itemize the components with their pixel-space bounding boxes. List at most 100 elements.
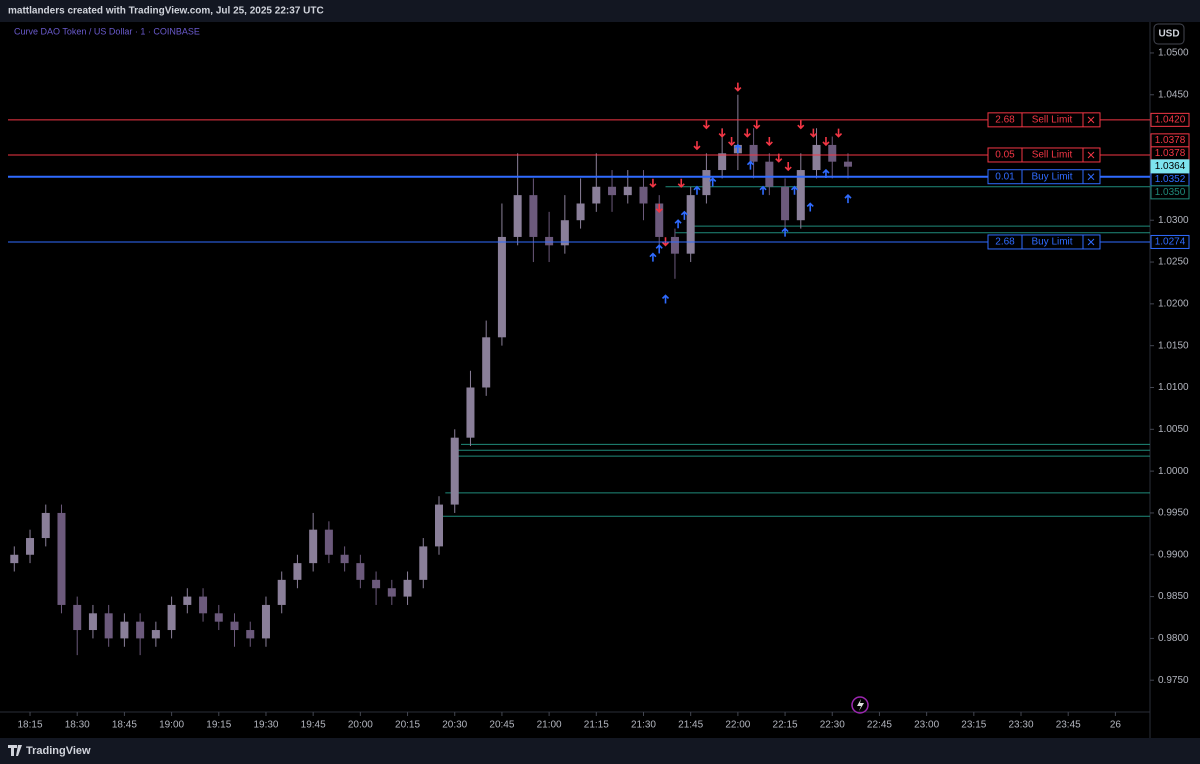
price-tag-label: 1.0274 xyxy=(1155,237,1186,248)
candle-body xyxy=(167,604,176,631)
order-cancel[interactable] xyxy=(1087,151,1095,159)
candle-body xyxy=(450,437,459,505)
candle-body xyxy=(670,236,679,254)
sell-marker xyxy=(677,178,685,188)
price-tag-label: 1.0350 xyxy=(1155,187,1186,198)
x-tick-label: 21:00 xyxy=(537,720,562,731)
sell-marker xyxy=(649,178,657,188)
candle-body xyxy=(529,195,538,237)
candle-body xyxy=(136,621,145,639)
order-cancel[interactable] xyxy=(1087,238,1095,246)
sell-marker xyxy=(734,82,742,92)
candle-body xyxy=(466,387,475,438)
x-tick-label: 22:45 xyxy=(867,720,892,731)
candle-body xyxy=(419,546,428,580)
x-tick-label: 21:30 xyxy=(631,720,656,731)
y-tick-label: 1.0100 xyxy=(1158,382,1189,393)
order-cancel[interactable] xyxy=(1087,173,1095,181)
sell-marker xyxy=(702,120,710,130)
x-tick-label: 21:15 xyxy=(584,720,609,731)
candle-body xyxy=(372,579,381,589)
candle-body xyxy=(749,144,758,162)
buy-marker xyxy=(790,185,799,195)
candle-body xyxy=(246,630,255,639)
candle-body xyxy=(199,596,208,614)
price-tag xyxy=(1150,185,1190,200)
candle-body xyxy=(41,512,50,539)
legend: Curve DAO Token / US Dollar · 1 · COINBA… xyxy=(14,26,200,36)
buy-marker xyxy=(709,177,717,187)
currency-button[interactable] xyxy=(1153,23,1185,45)
logo-icon xyxy=(8,745,22,756)
candle-body xyxy=(560,220,569,246)
x-tick-label: 23:45 xyxy=(1056,720,1081,731)
y-tick-label: 0.9850 xyxy=(1158,591,1189,602)
y-tick-label: 1.0300 xyxy=(1158,215,1189,226)
order-box[interactable] xyxy=(987,112,1101,128)
candle-body xyxy=(655,203,664,237)
candle-body xyxy=(702,170,711,196)
candle-body xyxy=(576,203,585,221)
candle-body xyxy=(120,621,129,639)
buy-marker xyxy=(844,193,852,204)
order-box[interactable] xyxy=(987,147,1101,163)
sell-marker xyxy=(834,128,843,138)
candle-body xyxy=(277,579,286,605)
candle-body xyxy=(10,554,19,564)
buy-marker xyxy=(781,227,789,237)
candle-body xyxy=(545,236,554,246)
price-tag xyxy=(1150,159,1190,174)
candle-body xyxy=(608,186,617,196)
y-tick-label: 0.9900 xyxy=(1158,549,1189,560)
price-tag xyxy=(1150,234,1190,249)
sell-marker xyxy=(718,128,726,138)
y-tick-label: 0.9950 xyxy=(1158,508,1189,519)
candle-body xyxy=(781,186,790,221)
candle-body xyxy=(639,186,648,204)
order-cancel[interactable] xyxy=(1087,116,1095,124)
candle-body xyxy=(324,529,333,555)
candle-body xyxy=(356,563,365,580)
candle-body xyxy=(26,538,35,555)
sell-marker xyxy=(809,128,817,138)
order-box[interactable] xyxy=(987,234,1101,250)
order-qty: 0.05 xyxy=(995,150,1015,161)
sell-marker xyxy=(784,162,792,172)
order-qty: 0.01 xyxy=(995,171,1015,182)
y-tick-label: 0.9800 xyxy=(1158,633,1189,644)
order-label: Sell Limit xyxy=(1032,114,1073,125)
sell-marker xyxy=(765,136,773,147)
candle-body xyxy=(592,186,601,204)
x-tick-label: 23:30 xyxy=(1008,720,1033,731)
x-tick-label: 21:45 xyxy=(678,720,703,731)
alert-icon[interactable] xyxy=(851,696,869,714)
candle-body xyxy=(261,604,270,639)
y-tick-label: 1.0500 xyxy=(1158,48,1189,59)
candle-body xyxy=(623,186,632,196)
order-label: Sell Limit xyxy=(1032,150,1073,161)
x-tick-label: 20:00 xyxy=(348,720,373,731)
candle-body xyxy=(796,170,805,221)
sell-marker xyxy=(728,136,736,147)
y-tick-label: 1.0000 xyxy=(1158,466,1189,477)
buy-marker xyxy=(734,143,742,153)
candle-body xyxy=(497,236,506,338)
candle-body xyxy=(151,630,160,639)
sell-marker xyxy=(743,128,751,138)
x-tick-label: 20:45 xyxy=(489,720,514,731)
candle-body xyxy=(57,512,66,605)
x-tick-label: 20:30 xyxy=(442,720,467,731)
currency[interactable]: USD xyxy=(1158,29,1179,40)
candle-body xyxy=(812,144,821,171)
candle-body xyxy=(340,554,349,564)
price-tag-label: 1.0378 xyxy=(1155,148,1186,159)
buy-marker xyxy=(674,219,682,229)
x-tick-label: 19:00 xyxy=(159,720,184,731)
order-qty: 2.68 xyxy=(995,114,1015,125)
price-tag-label: 1.0364 xyxy=(1155,161,1186,172)
candle-body xyxy=(403,579,412,597)
order-box[interactable] xyxy=(987,169,1101,185)
y-tick-label: 1.0450 xyxy=(1158,89,1189,100)
x-tick-label: 22:30 xyxy=(820,720,845,731)
x-tick-label: 22:00 xyxy=(725,720,750,731)
